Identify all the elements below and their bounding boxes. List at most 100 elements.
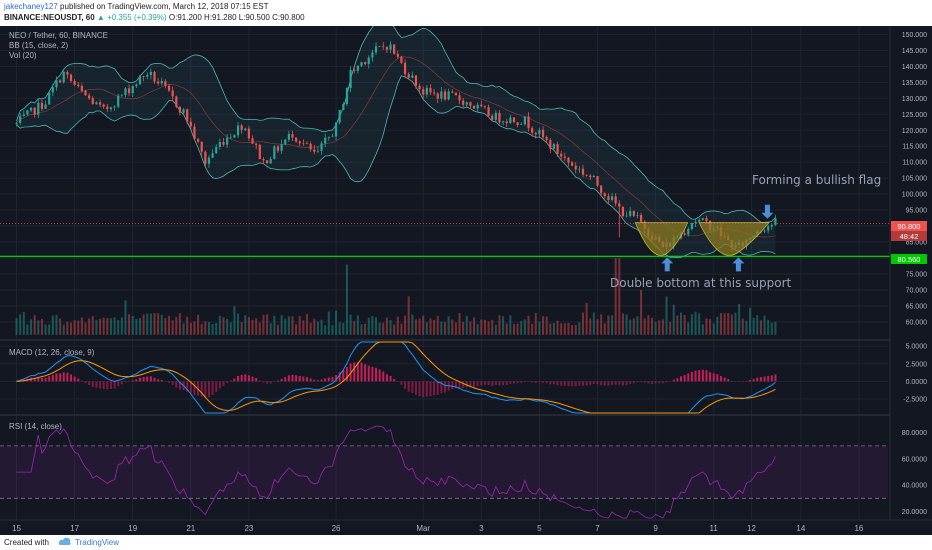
macd-pane-title: MACD (12, 26, close, 9) bbox=[9, 348, 95, 357]
macd-histogram-bar bbox=[226, 381, 229, 383]
candle-body bbox=[29, 107, 33, 111]
volume-bar bbox=[658, 320, 661, 335]
price-axis[interactable] bbox=[890, 26, 932, 535]
chart-background bbox=[0, 26, 932, 535]
candle-body bbox=[592, 176, 595, 178]
tradingview-logo-icon bbox=[58, 537, 71, 545]
volume-bar bbox=[614, 258, 617, 335]
volume-bar bbox=[360, 324, 363, 335]
time-tick-label: 3 bbox=[479, 524, 484, 533]
macd-histogram-bar bbox=[498, 381, 501, 386]
volume-bar bbox=[716, 316, 719, 335]
volume-bar bbox=[600, 314, 603, 335]
volume-bar bbox=[276, 324, 279, 335]
volume-bar bbox=[378, 322, 381, 335]
volume-bar bbox=[113, 317, 116, 335]
candle-body bbox=[549, 139, 552, 149]
macd-pane[interactable] bbox=[15, 341, 777, 414]
macd-histogram-bar bbox=[378, 369, 381, 382]
volume-bar bbox=[30, 319, 33, 335]
volume-bar bbox=[719, 313, 722, 335]
candle-body bbox=[316, 150, 320, 152]
macd-histogram-bar bbox=[393, 379, 396, 382]
macd-histogram-bar bbox=[237, 375, 240, 382]
volume-bar bbox=[621, 313, 624, 335]
candle-body bbox=[138, 76, 142, 85]
chart-canvas[interactable]: Forming a bullish flag Double bottom at … bbox=[0, 26, 932, 535]
macd-histogram-bar bbox=[138, 377, 141, 382]
candle-body bbox=[374, 46, 378, 53]
macd-histogram-bar bbox=[603, 381, 606, 386]
macd-histogram-bar bbox=[436, 381, 439, 396]
macd-histogram-bar bbox=[531, 381, 534, 383]
volume-bar bbox=[759, 320, 762, 335]
candle-body bbox=[302, 143, 305, 144]
axis-tick-label: 20.0000 bbox=[902, 509, 927, 516]
macd-histogram-bar bbox=[302, 376, 305, 382]
publish-info: published on TradingView.com, March 12, … bbox=[57, 2, 269, 11]
candle-body bbox=[480, 104, 483, 107]
macd-histogram-bar bbox=[327, 377, 330, 382]
macd-histogram-bar bbox=[451, 381, 454, 390]
volume-bar bbox=[672, 304, 675, 335]
macd-histogram-bar bbox=[749, 380, 752, 382]
candle-body bbox=[494, 112, 497, 120]
candle-body bbox=[443, 91, 447, 100]
price-pane[interactable] bbox=[0, 26, 890, 335]
axis-tick-label: 140.000 bbox=[902, 64, 927, 71]
candle-body bbox=[570, 162, 574, 166]
candle-body bbox=[610, 196, 614, 201]
candle-body bbox=[356, 65, 359, 71]
macd-histogram-bar bbox=[556, 381, 559, 386]
candle-body bbox=[324, 137, 327, 144]
volume-bar bbox=[382, 322, 385, 335]
macd-histogram-bar bbox=[542, 381, 545, 383]
axis-tick-label: 0.0000 bbox=[906, 379, 928, 386]
candle-body bbox=[422, 89, 425, 95]
rsi-band-fill bbox=[0, 445, 888, 499]
candle-body bbox=[182, 109, 185, 113]
axis-tick-label: 85.000 bbox=[906, 240, 928, 247]
tradingview-brand[interactable]: TradingView bbox=[75, 538, 120, 547]
volume-bar bbox=[429, 318, 432, 335]
candle-body bbox=[603, 193, 606, 197]
countdown-label: 48:42 bbox=[900, 232, 919, 241]
candle-body bbox=[578, 168, 581, 170]
candle-body bbox=[393, 44, 396, 54]
axis-tick-label: 70.000 bbox=[906, 288, 928, 295]
symbol-label: BINANCE:NEOUSDT, 60 bbox=[4, 13, 95, 22]
macd-histogram-bar bbox=[491, 381, 494, 386]
candle-body bbox=[472, 105, 476, 109]
macd-histogram-bar bbox=[636, 381, 639, 383]
volume-bar bbox=[574, 324, 577, 335]
macd-histogram-bar bbox=[342, 370, 345, 382]
macd-histogram-bar bbox=[113, 381, 116, 389]
author-link[interactable]: jakechaney127 bbox=[4, 2, 58, 11]
macd-histogram-bar bbox=[200, 381, 203, 397]
volume-bar bbox=[168, 315, 171, 335]
macd-histogram-bar bbox=[607, 381, 610, 386]
macd-histogram-bar bbox=[418, 381, 421, 397]
volume-bar bbox=[171, 320, 174, 335]
macd-histogram-bar bbox=[585, 381, 588, 386]
volume-bar bbox=[578, 322, 581, 335]
volume-bar bbox=[476, 324, 479, 335]
volume-bar bbox=[581, 312, 584, 335]
candle-body bbox=[414, 75, 418, 86]
candle-body bbox=[454, 92, 457, 96]
volume-bar bbox=[396, 316, 399, 335]
volume-bar bbox=[661, 319, 664, 335]
macd-histogram-bar bbox=[247, 375, 250, 382]
time-axis[interactable] bbox=[0, 520, 932, 535]
time-tick-label: 16 bbox=[854, 524, 863, 533]
macd-histogram-bar bbox=[487, 381, 490, 386]
volume-bar bbox=[22, 311, 25, 335]
rsi-pane[interactable] bbox=[0, 425, 888, 519]
candle-body bbox=[607, 196, 610, 201]
macd-histogram-bar bbox=[767, 375, 770, 382]
candle-body bbox=[433, 92, 436, 94]
macd-histogram-bar bbox=[694, 370, 697, 382]
candle-body bbox=[48, 92, 51, 105]
volume-bar bbox=[770, 322, 773, 335]
macd-histogram-bar bbox=[618, 381, 621, 385]
